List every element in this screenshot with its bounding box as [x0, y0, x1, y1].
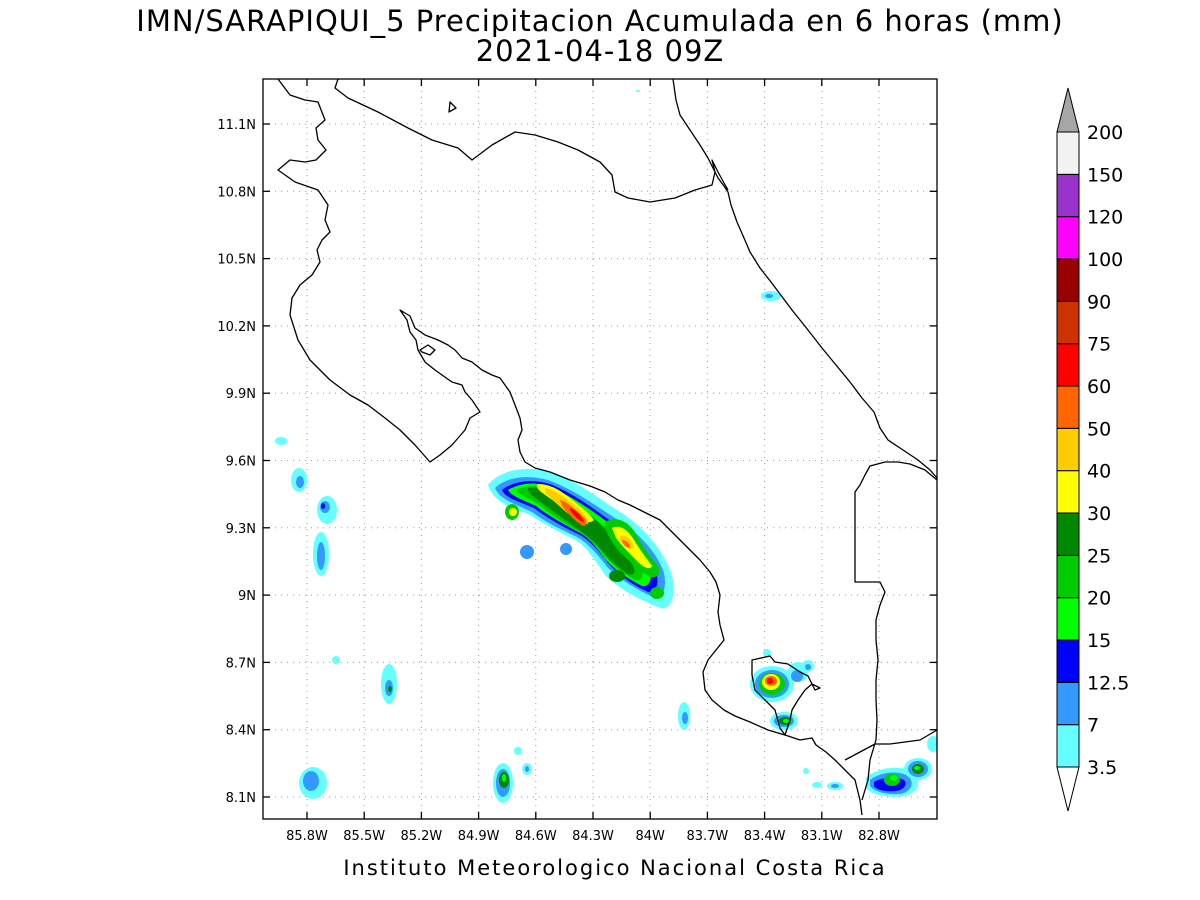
precip-cell	[296, 476, 304, 488]
lon-tick-label: 84.6W	[515, 829, 557, 844]
precip-cell	[560, 543, 572, 555]
map-area	[263, 79, 937, 819]
precip-cell	[514, 747, 522, 755]
lat-tick-label: 11.1N	[217, 118, 256, 133]
colorbar-segment	[1056, 512, 1080, 556]
lat-tick-label: 10.5N	[217, 253, 256, 268]
precip-cell	[502, 774, 506, 782]
colorbar-label: 50	[1087, 418, 1111, 440]
colorbar-segment	[1056, 724, 1080, 768]
colorbar-label: 15	[1087, 630, 1111, 652]
colorbar-label: 40	[1087, 461, 1111, 483]
colorbar-under-arrow	[1056, 766, 1080, 812]
coastline	[277, 79, 937, 816]
colorbar-label: 20	[1087, 588, 1111, 610]
lat-tick-label: 8.4N	[226, 724, 256, 739]
lat-tick-label: 10.2N	[217, 320, 256, 335]
precip-cell-central-pacific	[488, 468, 674, 609]
lon-tick-label: 82.8W	[858, 829, 900, 844]
lat-tick-label: 8.1N	[226, 791, 256, 806]
colorbar-segment	[1056, 300, 1080, 345]
colorbar-label: 120	[1087, 207, 1123, 229]
precip-cell	[636, 90, 640, 92]
precip-cell	[303, 771, 319, 791]
lon-tick-label: 84.9W	[458, 829, 500, 844]
lat-tick-label: 8.7N	[226, 656, 256, 671]
colorbar-label: 60	[1087, 376, 1111, 398]
lat-tick-label: 9.3N	[226, 522, 256, 537]
precip-cells	[275, 90, 937, 803]
precip-cell	[321, 503, 325, 509]
precip-cell	[317, 542, 325, 570]
lon-tick-label: 83.1W	[801, 829, 843, 844]
colorbar-label: 75	[1087, 334, 1111, 356]
colorbar-label: 200	[1087, 122, 1123, 144]
colorbar-label: 100	[1087, 249, 1123, 271]
lon-tick-label: 84W	[635, 829, 665, 844]
lon-tick-label: 83.7W	[686, 829, 728, 844]
colorbar-label: 3.5	[1087, 757, 1117, 779]
chart-subtitle-date: 2021-04-18 09Z	[475, 34, 725, 68]
colorbar-label: 150	[1087, 164, 1123, 186]
colorbar-label: 90	[1087, 291, 1111, 313]
colorbar-segment	[1056, 216, 1080, 260]
colorbar-over-arrow	[1056, 87, 1080, 133]
colorbar: 3.5 7 12.5 15 20 25 30 40 50 60 75 90 100 120 150 200	[1056, 87, 1129, 812]
lon-tick-label: 85.2W	[400, 829, 442, 844]
colorbar-segment	[1056, 554, 1080, 599]
lon-tick-label: 84.3W	[572, 829, 614, 844]
colorbar-segment	[1056, 173, 1080, 218]
colorbar-segment	[1056, 639, 1080, 683]
colorbar-label: 30	[1087, 503, 1111, 525]
precip-cell	[388, 686, 392, 692]
precip-cell	[525, 766, 529, 772]
precip-cell	[332, 656, 340, 664]
colorbar-label: 25	[1087, 545, 1111, 567]
precip-cell	[275, 437, 287, 445]
precip-cell-osa	[750, 649, 843, 790]
colorbar-label: 7	[1087, 715, 1099, 737]
lat-tick-label: 9.9N	[226, 387, 256, 402]
credit-text: Instituto Meteorologico Nacional Costa R…	[343, 856, 887, 880]
colorbar-segment	[1056, 131, 1080, 175]
lat-tick-label: 9N	[238, 589, 256, 604]
colorbar-segment	[1056, 258, 1080, 302]
lat-tick-label: 9.6N	[226, 455, 256, 470]
precip-cell-panama-border	[866, 736, 937, 797]
precip-cell	[682, 712, 688, 724]
colorbar-segment	[1056, 681, 1080, 726]
colorbar-segment	[1056, 470, 1080, 514]
chart-title: IMN/SARAPIQUI_5 Precipitacion Acumulada …	[136, 4, 1064, 38]
latitude-axis: 11.1N 10.8N 10.5N 10.2N 9.9N 9.6N 9.3N 9N 8.7N 8.…	[217, 118, 937, 806]
lon-tick-label: 83.4W	[744, 829, 786, 844]
lon-tick-label: 85.5W	[343, 829, 385, 844]
precip-cell	[520, 545, 534, 559]
longitude-axis: 85.8W 85.5W 85.2W 84.9W 84.6W 84.3W 84W 83.7W 83…	[286, 79, 900, 844]
lon-tick-label: 85.8W	[286, 829, 328, 844]
colorbar-segment	[1056, 597, 1080, 641]
precip-cell	[765, 294, 773, 298]
map-frame	[262, 78, 938, 820]
lat-tick-label: 10.8N	[217, 185, 256, 200]
colorbar-segment	[1056, 427, 1080, 472]
colorbar-segment	[1056, 343, 1080, 387]
colorbar-label: 12.5	[1087, 672, 1129, 694]
colorbar-segment	[1056, 385, 1080, 429]
